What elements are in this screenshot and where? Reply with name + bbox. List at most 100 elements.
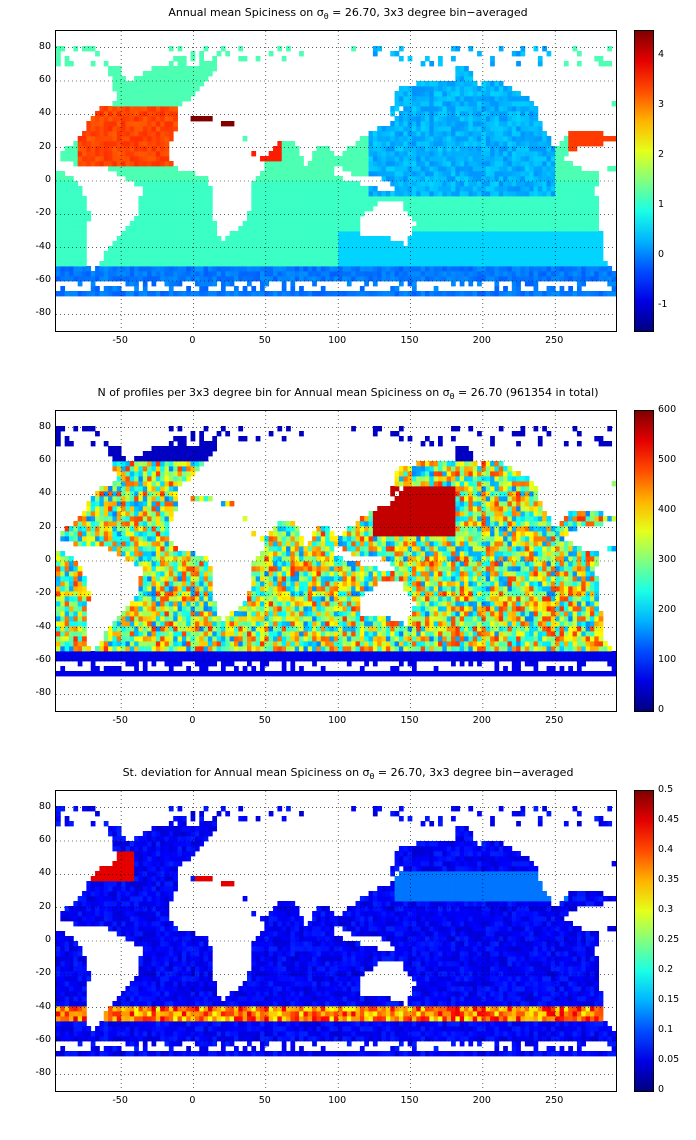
heat-cell: [459, 101, 465, 107]
heat-cell: [168, 571, 174, 577]
heat-cell: [472, 276, 478, 282]
heat-cell: [186, 596, 191, 602]
heat-cell: [64, 641, 70, 647]
heat-cell: [155, 171, 161, 177]
heat-cell: [186, 586, 191, 592]
heat-cell: [134, 126, 139, 132]
heat-cell: [86, 136, 92, 142]
heat-cell: [294, 151, 300, 157]
heat-cell: [294, 241, 300, 247]
heat-cell: [273, 156, 278, 162]
heat-cell: [151, 196, 157, 202]
heat-cell: [129, 171, 135, 177]
heat-cell: [173, 641, 178, 647]
heat-cell: [299, 271, 304, 277]
heat-cell: [64, 256, 70, 262]
heat-cell: [516, 196, 521, 202]
heat-cell: [155, 446, 161, 452]
heat-cell: [307, 176, 313, 182]
heat-cell: [77, 191, 83, 197]
heat-cell: [255, 251, 261, 257]
heat-cell: [563, 271, 569, 277]
heat-cell: [116, 476, 122, 482]
heat-cell: [181, 671, 187, 677]
heat-cell: [516, 51, 521, 57]
heat-cell: [155, 601, 161, 607]
heat-cell: [69, 581, 74, 587]
heat-cell: [116, 616, 122, 622]
heat-cell: [511, 271, 517, 277]
heat-cell: [533, 161, 539, 167]
heat-cell: [524, 291, 530, 297]
heat-cell: [181, 221, 187, 227]
heat-cell: [494, 206, 500, 212]
heat-cell: [407, 146, 413, 152]
heat-cell: [568, 221, 573, 227]
heat-cell: [147, 471, 152, 477]
heat-cell: [255, 256, 261, 262]
heat-cell: [112, 526, 118, 532]
heat-cell: [390, 126, 396, 132]
heat-cell: [559, 206, 565, 212]
heat-cell: [299, 166, 304, 172]
heat-cell: [364, 161, 369, 167]
heat-cell: [69, 61, 74, 67]
heat-cell: [424, 191, 430, 197]
heat-cell: [73, 626, 79, 632]
heat-cell: [511, 96, 517, 102]
heat-cell: [177, 646, 183, 652]
heat-cell: [355, 141, 361, 147]
heat-cell: [103, 516, 109, 522]
heat-cell: [385, 161, 391, 167]
heat-cell: [429, 191, 435, 197]
heat-cell: [186, 261, 191, 267]
heat-cell: [277, 221, 283, 227]
heat-cell: [147, 96, 152, 102]
heat-cell: [177, 606, 183, 612]
heat-cell: [355, 221, 361, 227]
heat-cell: [103, 656, 109, 662]
heat-cell: [147, 626, 152, 632]
heat-cell: [168, 171, 174, 177]
heat-cell: [220, 286, 226, 292]
heat-cell: [312, 196, 317, 202]
heat-cell: [398, 141, 404, 147]
heat-cell: [498, 256, 504, 262]
heat-cell: [255, 186, 261, 192]
heat-cell: [73, 621, 79, 627]
heat-cell: [160, 201, 165, 207]
heat-cell: [277, 46, 283, 52]
heat-cell: [481, 266, 487, 272]
heat-cell: [403, 146, 409, 152]
heat-cell: [468, 276, 474, 282]
heat-cell: [403, 136, 409, 142]
heat-cell: [160, 641, 165, 647]
heat-cell: [134, 666, 139, 672]
heat-cell: [524, 246, 530, 252]
heat-cell: [242, 56, 248, 62]
heat-cell: [207, 216, 213, 222]
heat-cell: [355, 251, 361, 257]
heat-cell: [581, 291, 587, 297]
heat-cell: [372, 141, 378, 147]
heat-cell: [477, 211, 482, 217]
heat-cell: [338, 186, 343, 192]
heat-cell: [472, 266, 478, 272]
heat-cell: [264, 201, 270, 207]
heat-cell: [420, 146, 426, 152]
heat-cell: [138, 546, 144, 552]
heat-cell: [125, 646, 131, 652]
heat-cell: [77, 621, 83, 627]
heat-cell: [381, 291, 387, 297]
heat-cell: [520, 126, 526, 132]
heat-cell: [177, 656, 183, 662]
heat-cell: [442, 106, 448, 112]
heat-cell: [529, 186, 534, 192]
heat-cell: [485, 191, 491, 197]
heat-cell: [194, 181, 200, 187]
heat-cell: [212, 61, 218, 67]
heat-cell: [459, 66, 465, 72]
heat-cell: [346, 276, 352, 282]
heat-cell: [86, 151, 92, 157]
heat-cell: [312, 161, 317, 167]
